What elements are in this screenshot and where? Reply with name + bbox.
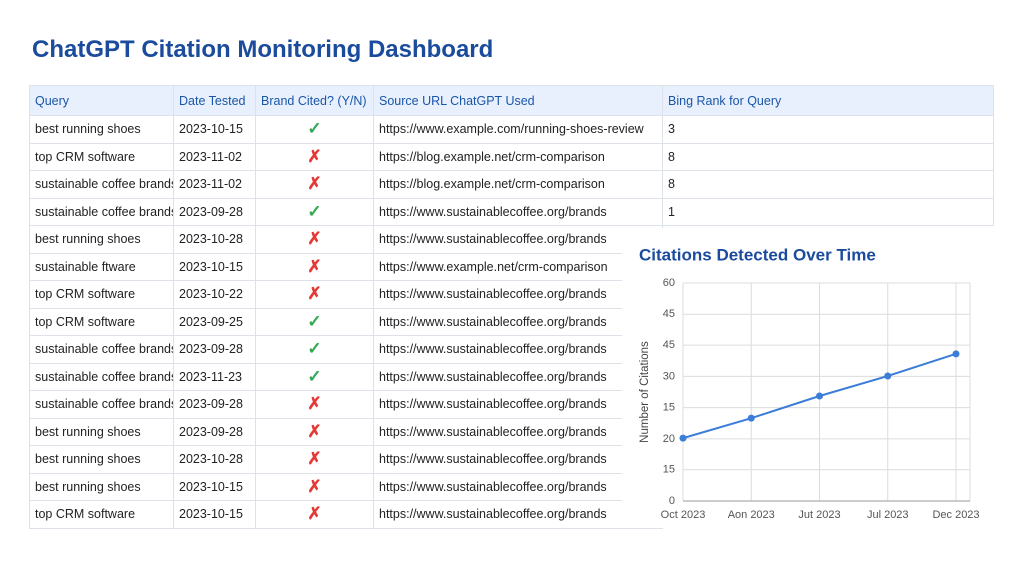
table-cell: https://www.sustainablecoffee.org/brands (373, 225, 663, 254)
table-cell: sustainable coffee brands (29, 390, 174, 419)
table-cell: https://www.sustainablecoffee.org/brands (373, 472, 663, 501)
cited-icon: ✗ (255, 417, 374, 446)
y-tick-label: 45 (663, 308, 675, 320)
table-cell: best running shoes (29, 417, 174, 446)
table-cell: https://www.sustainablecoffee.org/brands (373, 417, 663, 446)
cited-icon: ✓ (255, 307, 374, 336)
y-tick-label: 60 (663, 277, 675, 289)
table-cell: 2023-09-28 (173, 390, 256, 419)
table-cell: 2023-10-15 (173, 472, 256, 501)
table-cell: 2023-10-22 (173, 280, 256, 309)
y-tick-label: 20 (663, 433, 675, 445)
table-cell: sustainable coffee brands (29, 362, 174, 391)
y-axis-label: Number of Citations (639, 341, 651, 443)
header-cell: Bing Rank for Query (662, 85, 994, 116)
x-tick-label: Aon 2023 (728, 509, 775, 521)
table-cell: 8 (662, 170, 994, 199)
table-cell: https://www.sustainablecoffee.org/brands (373, 445, 663, 474)
table-cell: 2023-09-28 (173, 335, 256, 364)
header-cell: Query (29, 85, 174, 116)
table-cell: top CRM software (29, 280, 174, 309)
table-cell: top CRM software (29, 307, 174, 336)
table-cell: https://www.sustainablecoffee.org/brands (373, 500, 663, 529)
table-cell: https://www.sustainablecoffee.org/brands (373, 335, 663, 364)
cited-icon: ✗ (255, 225, 374, 254)
table-cell: top CRM software (29, 142, 174, 171)
cited-icon: ✗ (255, 280, 374, 309)
table-cell: https://www.sustainablecoffee.org/brands (373, 307, 663, 336)
cited-icon: ✗ (255, 390, 374, 419)
point (816, 392, 823, 400)
table-cell: 2023-09-25 (173, 307, 256, 336)
table-cell: sustainable coffee brands (29, 335, 174, 364)
table-cell: 2023-10-15 (173, 500, 256, 529)
table-cell: 2023-10-15 (173, 252, 256, 281)
point (747, 414, 755, 422)
table-cell: sustainable coffee brands (29, 170, 174, 199)
cited-icon: ✗ (255, 170, 374, 199)
header-cell: Source URL ChatGPT Used (373, 85, 663, 116)
table-cell: 3 (662, 115, 994, 144)
y-tick-label: 30 (663, 370, 675, 382)
cited-icon: ✓ (255, 197, 374, 226)
table-cell: best running shoes (29, 472, 174, 501)
dashboard-title: ChatGPT Citation Monitoring Dashboard (32, 36, 494, 63)
table-cell: best running shoes (29, 115, 174, 144)
cited-icon: ✗ (255, 472, 374, 501)
table-cell: sustainable ftware (29, 252, 174, 281)
x-tick-label: Dec 2023 (932, 509, 979, 521)
table-cell: 1 (662, 197, 994, 226)
y-tick-label: 0 (669, 495, 675, 507)
table-cell: 2023-10-28 (173, 225, 256, 254)
table-cell: https://blog.example.net/crm-comparison (373, 170, 663, 199)
y-tick-label: 15 (663, 464, 675, 476)
table-cell: 2023-11-23 (173, 362, 256, 391)
table-cell: 2023-11-02 (173, 142, 256, 171)
table-cell: https://www.sustainablecoffee.org/brands (373, 362, 663, 391)
table-cell: https://blog.example.net/crm-comparison (373, 142, 663, 171)
table-cell: https://www.sustainablecoffee.org/brands (373, 390, 663, 419)
chart-title: Citations Detected Over Time (639, 245, 876, 264)
x-tick-label: Jut 2023 (798, 509, 840, 521)
header-cell: Brand Cited? (Y/N) (255, 85, 374, 116)
table-cell: 2023-09-28 (173, 417, 256, 446)
table-cell: 2023-10-28 (173, 445, 256, 474)
table-cell: https://www.example.net/crm-comparison (373, 252, 663, 281)
chart: Citations Detected Over Time Number of C… (622, 228, 1002, 528)
point (884, 372, 892, 380)
cited-icon: ✓ (255, 335, 374, 364)
table-cell: best running shoes (29, 445, 174, 474)
cited-icon: ✗ (255, 500, 374, 529)
table-cell: 2023-11-02 (173, 170, 256, 199)
cited-icon: ✓ (255, 362, 374, 391)
table-cell: 2023-09-28 (173, 197, 256, 226)
table-cell: 2023-10-15 (173, 115, 256, 144)
cited-icon: ✗ (255, 142, 374, 171)
point (952, 350, 960, 358)
table-cell: sustainable coffee brands (29, 197, 174, 226)
x-tick-label: Oct 2023 (661, 509, 706, 521)
cited-icon: ✗ (255, 252, 374, 281)
cited-icon: ✗ (255, 445, 374, 474)
y-tick-label: 45 (663, 339, 675, 351)
table-cell: best running shoes (29, 225, 174, 254)
point (679, 434, 687, 442)
y-tick-label: 15 (663, 402, 675, 414)
x-tick-label: Jul 2023 (867, 509, 909, 521)
table-cell: https://www.sustainablecoffee.org/brands (373, 280, 663, 309)
header-cell: Date Tested (173, 85, 256, 116)
table-cell: https://www.example.com/running-shoes-re… (373, 115, 663, 144)
table-cell: https://www.sustainablecoffee.org/brands (373, 197, 663, 226)
table-cell: 8 (662, 142, 994, 171)
table-cell: top CRM software (29, 500, 174, 529)
cited-icon: ✓ (255, 115, 374, 144)
